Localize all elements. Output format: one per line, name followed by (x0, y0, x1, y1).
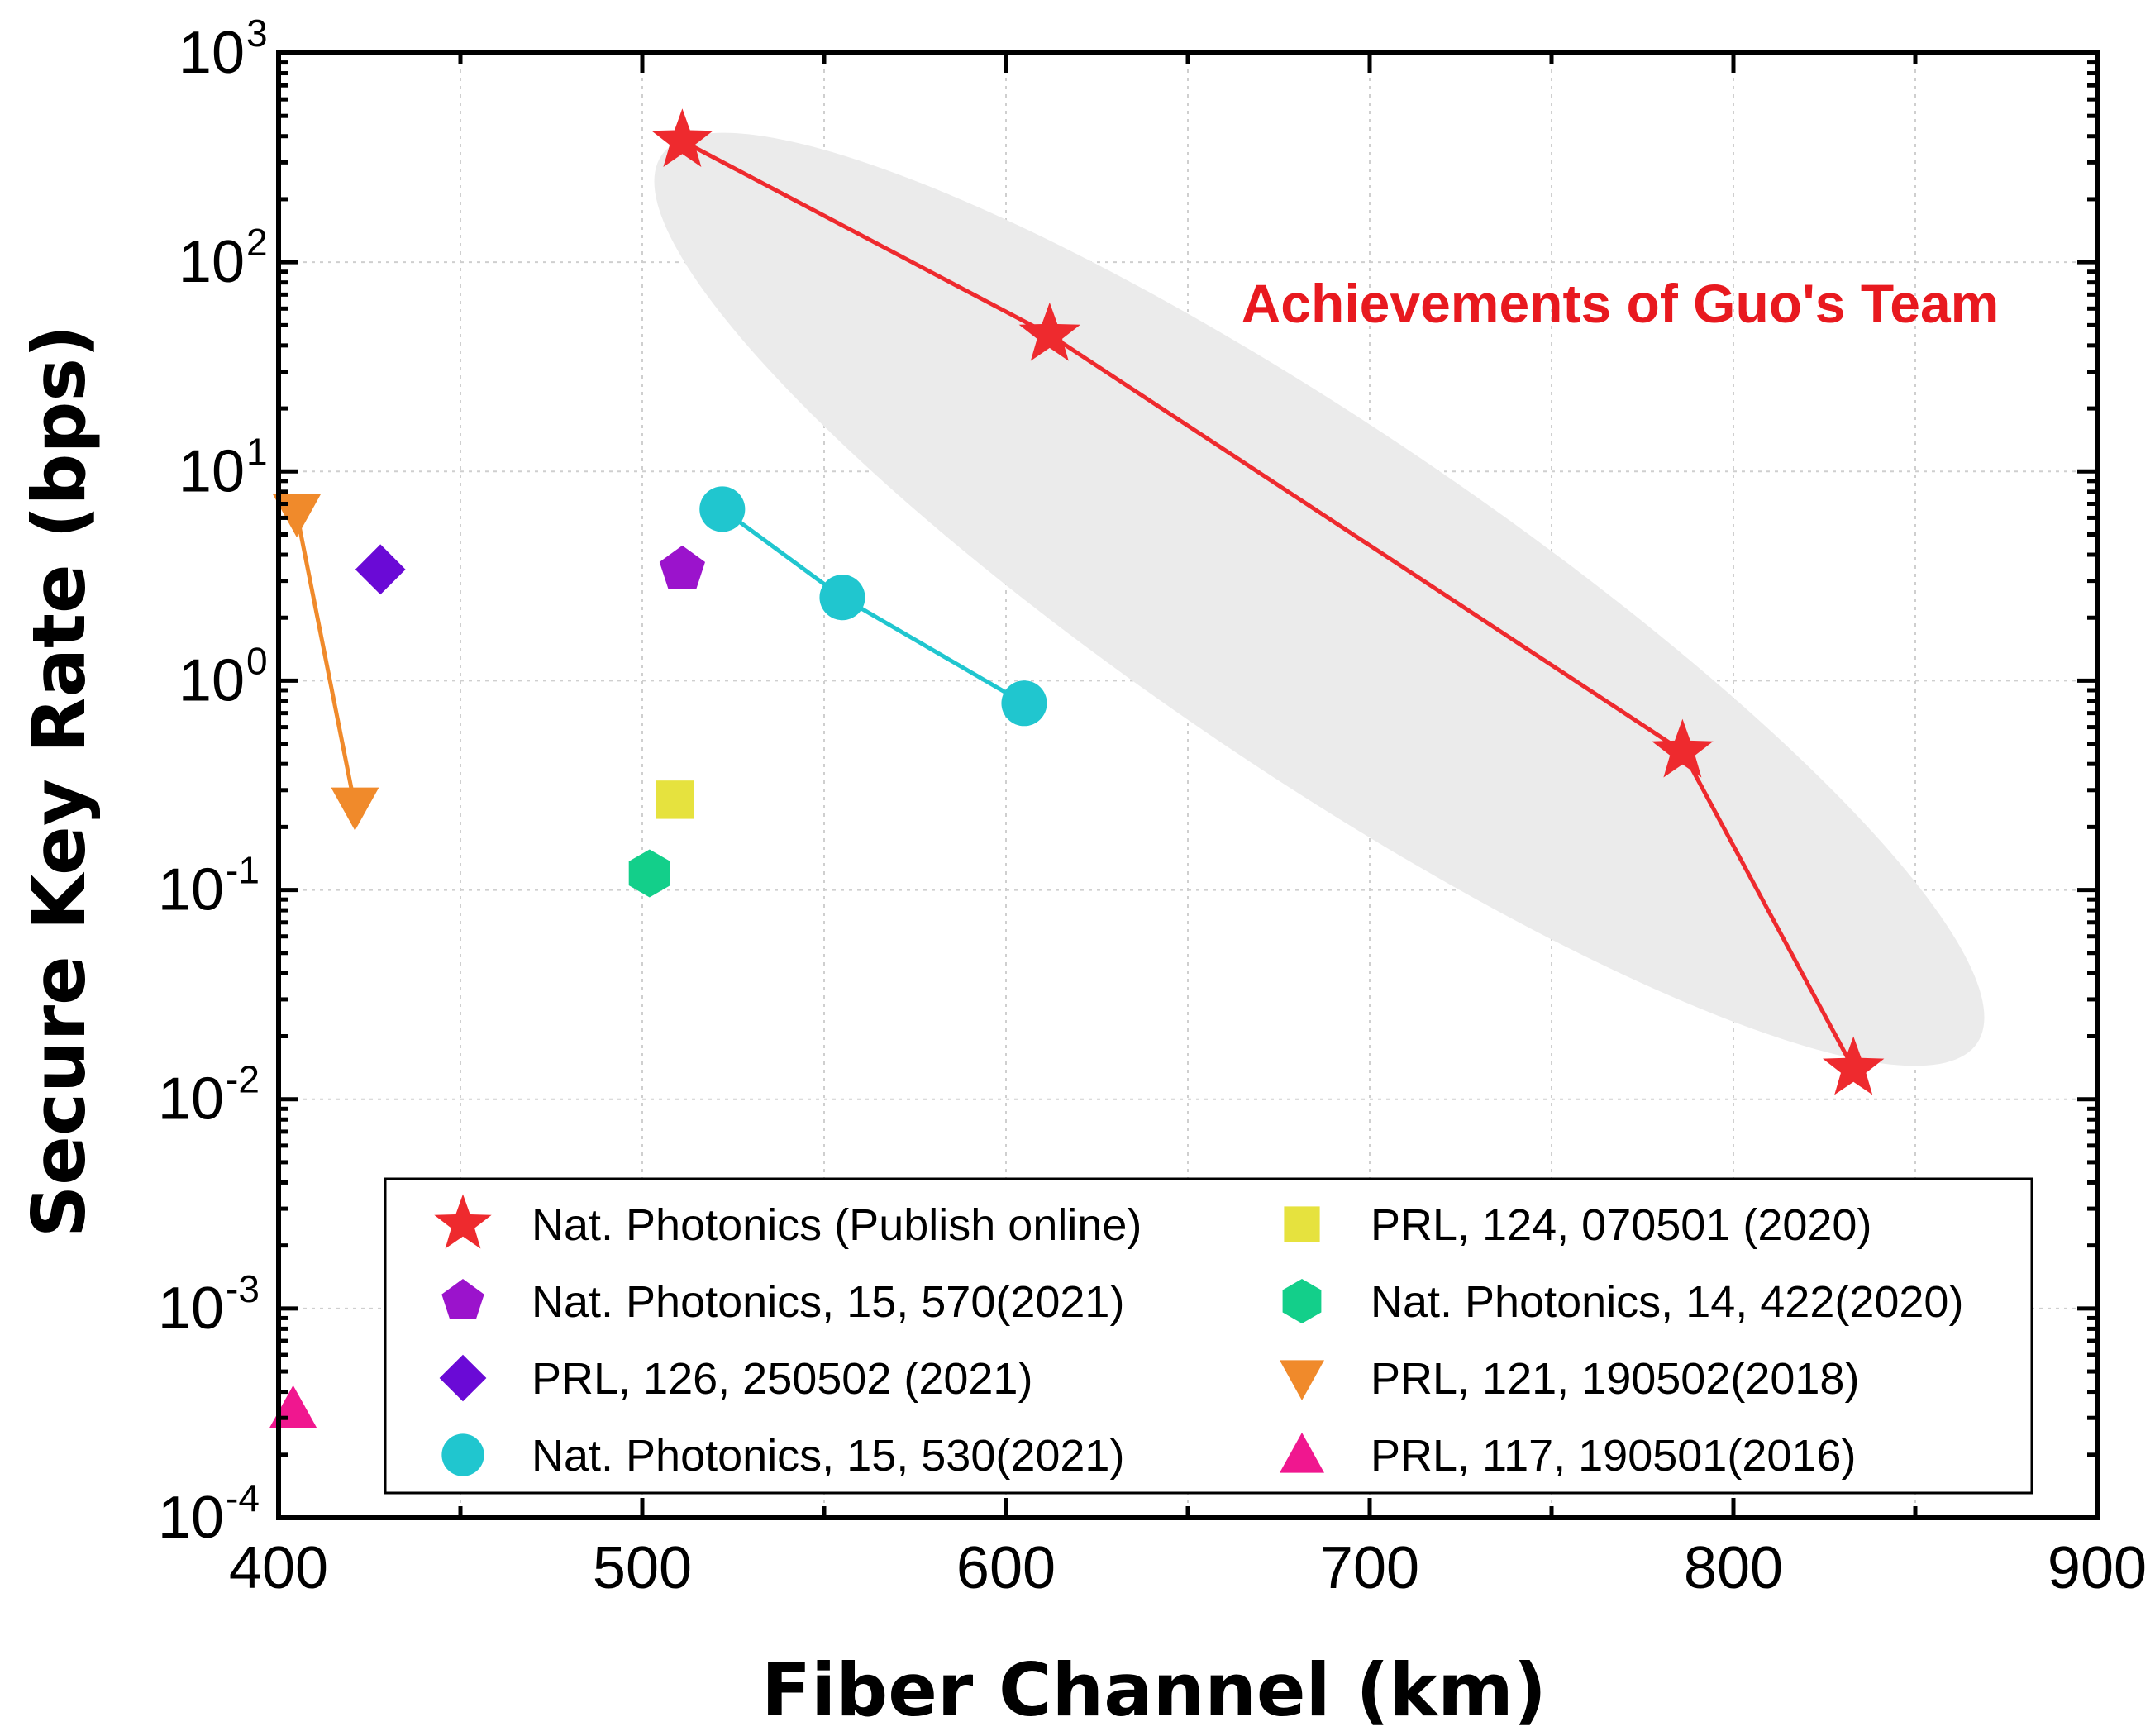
legend-marker-circle (441, 1433, 484, 1476)
legend-marker-triangle-down (1280, 1360, 1324, 1400)
marker-triangle-down (331, 787, 379, 831)
y-tick-exponent: 2 (246, 221, 268, 264)
legend-label: PRL, 121, 190502(2018) (1371, 1354, 1859, 1404)
axis-ticks (276, 50, 2100, 1520)
legend-marker-square (1284, 1206, 1320, 1242)
x-axis-title: Fiber Channel (km) (761, 1648, 1547, 1733)
y-tick-exponent: -1 (226, 849, 260, 892)
marker-circle (1001, 680, 1047, 727)
marker-circle (819, 575, 865, 621)
y-tick-label: 10 -2 (158, 1058, 260, 1133)
legend-label: PRL, 126, 250502 (2021) (532, 1354, 1032, 1404)
y-tick-base: 10 (179, 438, 245, 504)
y-axis-title: Secure Key Rate (bps) (17, 325, 102, 1238)
legend-item: PRL, 121, 190502(2018) (1280, 1354, 1859, 1404)
marker-star (651, 108, 713, 167)
legend-item: Nat. Photonics, 15, 530(2021) (441, 1431, 1124, 1481)
marker-circle (699, 486, 746, 532)
highlight-region (654, 132, 1985, 1066)
legend-item: PRL, 117, 190501(2016) (1280, 1431, 1856, 1481)
legend-marker-triangle-up (1280, 1433, 1324, 1473)
marker-pentagon (659, 545, 705, 589)
y-tick-label: 10 -3 (158, 1267, 260, 1342)
highlight-ellipse (654, 132, 1985, 1066)
x-tick-label: 500 (593, 1535, 692, 1601)
y-tick-label: 10 2 (179, 221, 268, 295)
legend-marker-star (434, 1194, 492, 1249)
y-tick-base: 10 (158, 1485, 224, 1551)
marker-star (1652, 718, 1714, 778)
legend-item: Nat. Photonics, 14, 422(2020) (1282, 1277, 1963, 1327)
y-tick-exponent: -3 (226, 1267, 260, 1310)
y-tick-label: 10 3 (179, 12, 268, 86)
x-tick-label: 600 (956, 1535, 1056, 1601)
legend-label: Nat. Photonics, 15, 530(2021) (532, 1431, 1124, 1481)
legend-item: Nat. Photonics (Publish online) (434, 1194, 1142, 1250)
y-tick-exponent: 0 (246, 639, 268, 682)
y-tick-label: 10 -1 (158, 849, 260, 923)
legend-label: Nat. Photonics, 15, 570(2021) (532, 1277, 1124, 1327)
legend-item: Nat. Photonics, 15, 570(2021) (441, 1277, 1124, 1327)
y-tick-base: 10 (179, 20, 245, 86)
legend-box (384, 1177, 2033, 1495)
marker-star (1018, 302, 1080, 361)
legend-marker-pentagon (441, 1279, 484, 1319)
y-tick-base: 10 (158, 1066, 224, 1133)
y-tick-base: 10 (179, 647, 245, 713)
x-tick-labels: 400 500 600 700 800 900 (229, 1535, 2147, 1601)
y-tick-exponent: 3 (246, 12, 268, 55)
y-tick-base: 10 (179, 229, 245, 295)
legend-label: PRL, 117, 190501(2016) (1371, 1431, 1856, 1481)
legend-label: Nat. Photonics, 14, 422(2020) (1371, 1277, 1963, 1327)
x-tick-label: 800 (1684, 1535, 1783, 1601)
y-tick-base: 10 (158, 857, 224, 923)
y-tick-exponent: 1 (246, 430, 268, 473)
data-markers (269, 108, 1885, 1428)
annotation-guo-team: Achievements of Guo's Team (1242, 273, 2000, 334)
y-tick-label: 10 1 (179, 430, 268, 504)
y-tick-label: 10 -4 (158, 1476, 260, 1551)
legend: Nat. Photonics (Publish online) Nat. Phot… (384, 1177, 2033, 1495)
legend-marker-hexagon (1282, 1279, 1322, 1323)
series-line-6 (294, 513, 357, 808)
x-tick-label: 900 (2048, 1535, 2147, 1601)
marker-square (656, 780, 694, 819)
legend-marker-diamond (439, 1354, 487, 1402)
marker-diamond (355, 544, 406, 595)
legend-item: PRL, 126, 250502 (2021) (439, 1354, 1032, 1404)
legend-item: PRL, 124, 070501 (2020) (1284, 1200, 1871, 1250)
y-tick-base: 10 (158, 1276, 224, 1342)
x-tick-label: 400 (229, 1535, 328, 1601)
legend-label: Nat. Photonics (Publish online) (532, 1200, 1142, 1250)
legend-label: PRL, 124, 070501 (2020) (1371, 1200, 1871, 1250)
series-line-0 (681, 139, 1856, 1070)
marker-hexagon (628, 849, 670, 898)
y-tick-label: 10 0 (179, 639, 268, 713)
marker-star (1823, 1036, 1885, 1095)
y-tick-exponent: -4 (226, 1476, 260, 1519)
x-tick-label: 700 (1320, 1535, 1419, 1601)
y-tick-exponent: -2 (226, 1058, 260, 1101)
